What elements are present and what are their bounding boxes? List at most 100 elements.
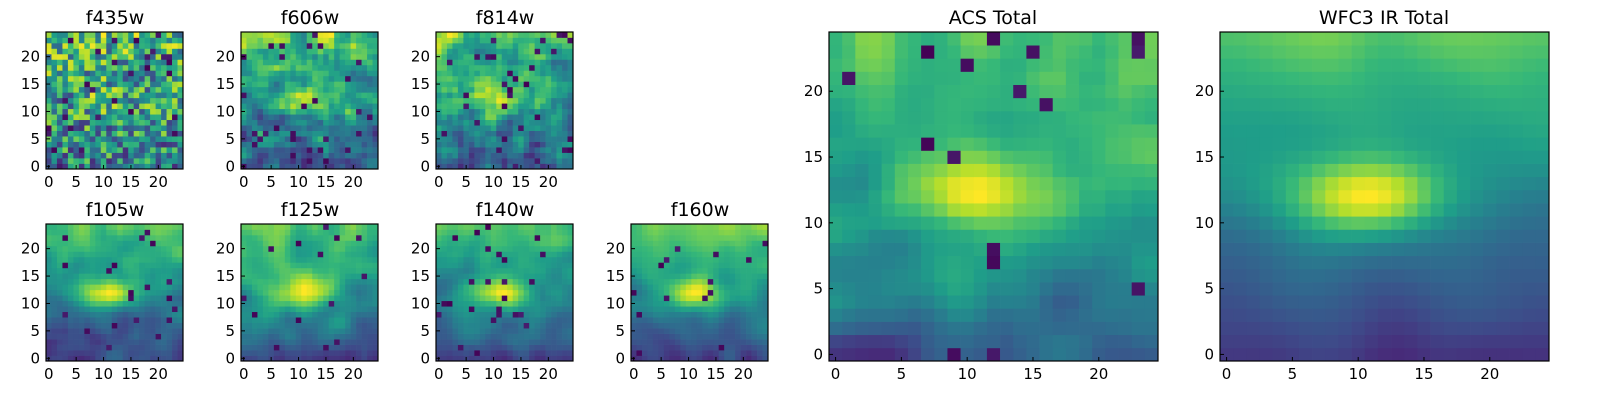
heatmap-cell — [122, 317, 129, 323]
heatmap-cell — [1131, 334, 1146, 349]
heatmap-cell — [56, 234, 63, 241]
heatmap-cell — [960, 150, 975, 164]
heatmap-cell — [718, 311, 725, 318]
heatmap-cell — [881, 308, 896, 322]
heatmap-cell — [556, 328, 563, 334]
heatmap-cell — [95, 53, 102, 60]
heatmap-cell — [436, 317, 442, 323]
heatmap-cell — [463, 37, 470, 44]
heatmap-cell — [855, 124, 869, 138]
heatmap-cell — [367, 108, 373, 115]
heatmap-cell — [452, 317, 459, 323]
heatmap-cell — [172, 273, 178, 280]
heatmap-cell — [290, 317, 297, 323]
heatmap-cell — [317, 158, 324, 164]
heatmap-cell — [485, 70, 492, 77]
heatmap-cell — [257, 103, 264, 110]
heatmap-cell — [284, 224, 291, 230]
heatmap-cell — [122, 328, 129, 334]
heatmap-cell — [1105, 137, 1119, 151]
heatmap-cell — [139, 350, 145, 356]
heatmap-cell — [842, 189, 856, 204]
heatmap-cell — [562, 328, 568, 334]
heatmap-cell — [279, 328, 286, 334]
heatmap-cell — [986, 216, 1001, 230]
heatmap-cell — [166, 262, 173, 269]
heatmap-cell — [512, 86, 519, 93]
heatmap-cell — [323, 262, 330, 269]
heatmap-cell — [973, 334, 988, 349]
heatmap-cell — [290, 339, 297, 345]
heatmap-cell — [128, 333, 135, 340]
heatmap-cell — [545, 92, 552, 99]
heatmap-cell — [46, 333, 52, 340]
heatmap-cell — [641, 234, 648, 241]
heatmap-cell — [172, 119, 178, 126]
heatmap-cell — [177, 267, 184, 274]
heatmap-cell — [829, 321, 843, 336]
heatmap-cell — [177, 339, 184, 345]
heatmap-cell — [474, 311, 481, 318]
heatmap-cell — [674, 278, 681, 285]
heatmap-cell — [367, 262, 373, 269]
heatmap-cell — [46, 97, 52, 104]
heatmap-cell — [372, 64, 379, 71]
heatmap-cell — [73, 284, 80, 291]
heatmap-cell — [56, 295, 63, 302]
heatmap-cell — [361, 64, 368, 71]
heatmap-cell — [306, 317, 313, 323]
heatmap-cell — [934, 347, 948, 362]
heatmap-cell — [345, 114, 351, 121]
heatmap-cell — [317, 53, 324, 60]
heatmap-cell — [702, 355, 709, 362]
heatmap-cell — [111, 152, 118, 159]
heatmap-cell — [350, 108, 357, 115]
heatmap-cell — [855, 282, 869, 296]
heatmap-cell — [295, 234, 302, 241]
heatmap-cell — [241, 75, 247, 82]
heatmap-cell — [518, 53, 525, 60]
heatmap-cell — [685, 322, 692, 329]
heatmap-cells — [436, 224, 574, 362]
heatmap-cell — [172, 158, 178, 164]
heatmap-cell — [117, 114, 124, 121]
heatmap-cell — [468, 59, 475, 66]
heatmap-cell — [551, 92, 557, 99]
heatmap-cell — [1131, 216, 1146, 230]
heatmap-cell — [479, 278, 486, 285]
heatmap-cell — [1079, 242, 1093, 257]
heatmap-cell — [128, 130, 135, 137]
heatmap-cell — [894, 176, 909, 191]
heatmap-cell — [262, 119, 269, 126]
heatmap-cell — [713, 350, 720, 356]
heatmap-cell — [246, 328, 253, 334]
heatmap-cell — [934, 229, 948, 243]
heatmap-cell — [56, 86, 63, 93]
heatmap-cell — [724, 339, 730, 345]
heatmap-cell — [161, 322, 167, 329]
heatmap-cell — [95, 59, 102, 66]
heatmap-cell — [166, 125, 173, 131]
heatmap-cell — [636, 339, 643, 345]
heatmap-cell — [1092, 321, 1106, 336]
heatmap-cell — [334, 97, 340, 104]
heatmap-cell — [328, 163, 335, 170]
heatmap-cell — [290, 64, 297, 71]
heatmap-cell — [246, 234, 253, 241]
heatmap-cell — [161, 108, 167, 115]
heatmap-cell — [150, 300, 156, 307]
heatmap-cell — [155, 147, 162, 153]
heatmap-cell — [436, 152, 442, 159]
heatmap-cell — [446, 70, 453, 77]
heatmap-cell — [680, 229, 687, 236]
heatmap-cell — [567, 317, 574, 323]
heatmap-cell — [172, 328, 178, 334]
heatmap-cell — [290, 92, 297, 99]
heatmap-cell — [441, 86, 448, 93]
heatmap-cell — [751, 273, 758, 280]
heatmap-cell — [474, 130, 481, 137]
heatmap-cell — [534, 295, 541, 302]
heatmap-cell — [56, 32, 63, 38]
heatmap-cell — [133, 295, 140, 302]
